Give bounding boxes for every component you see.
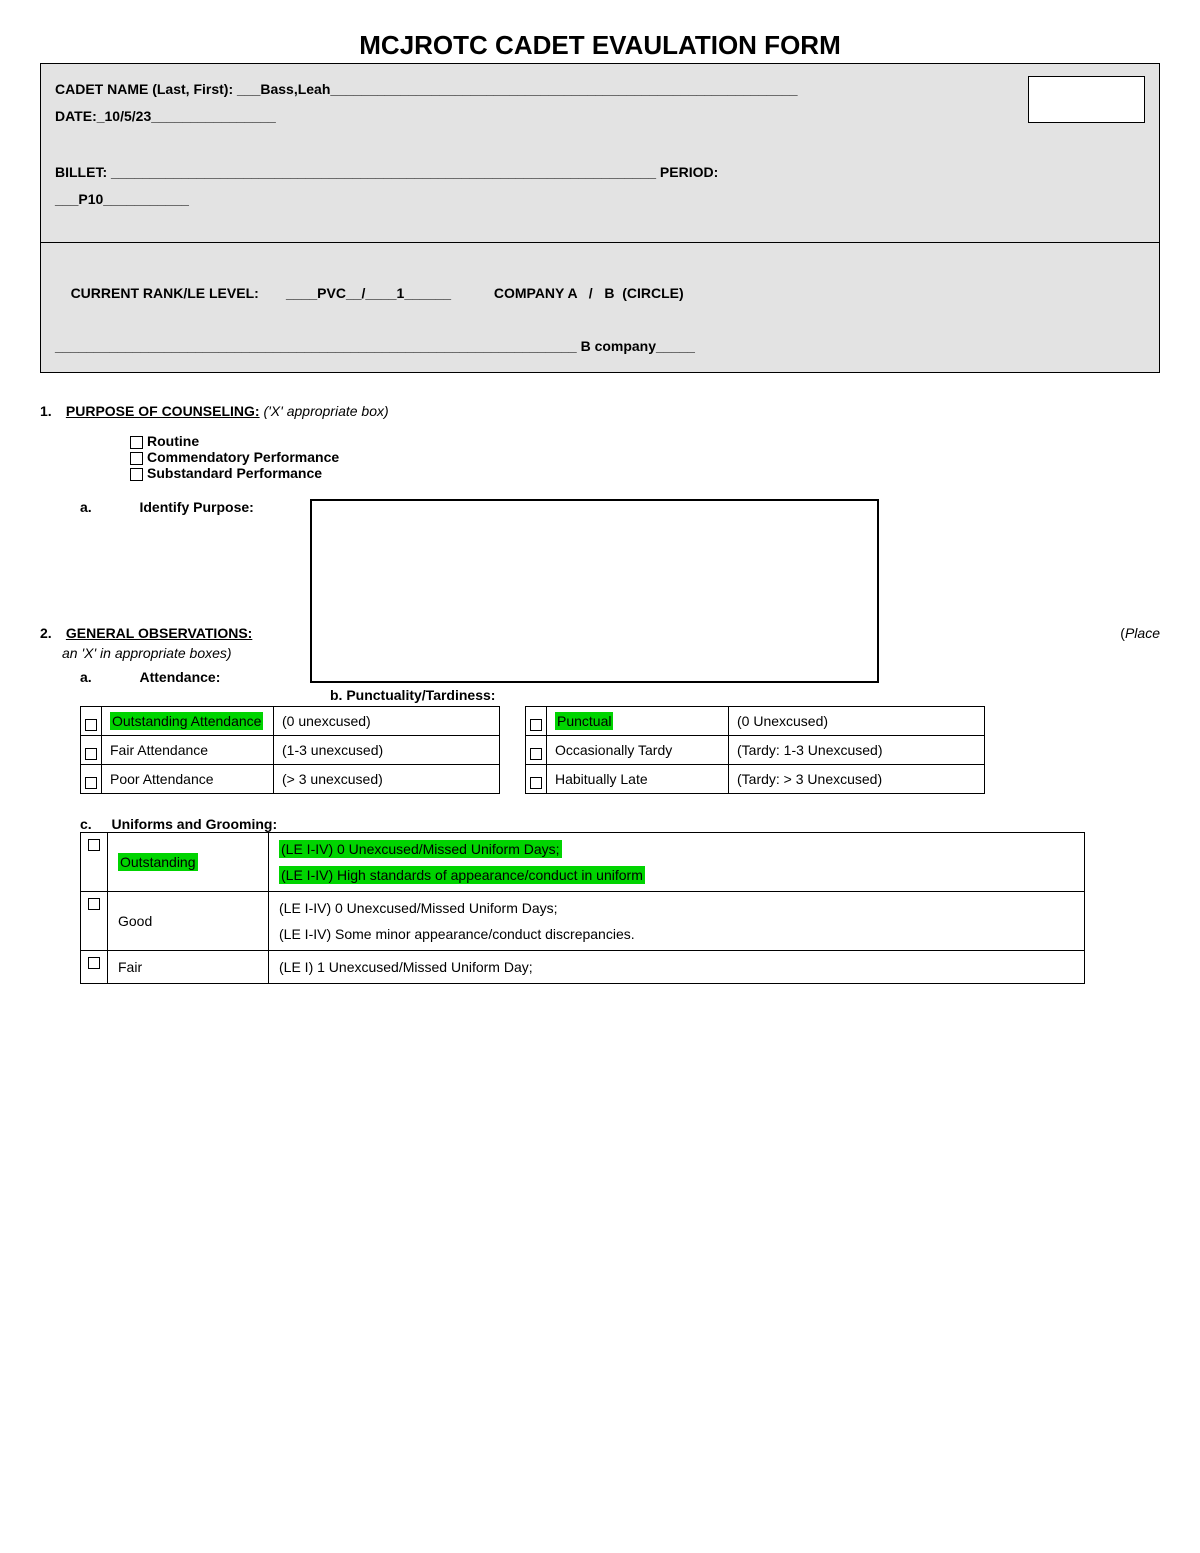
- table-row: Poor Attendance (> 3 unexcused): [81, 764, 500, 793]
- checkbox[interactable]: [88, 898, 100, 910]
- s1-options: Routine Commendatory Performance Substan…: [130, 433, 1160, 481]
- table-row: Outstanding (LE I-IV) 0 Unexcused/Missed…: [81, 832, 1085, 891]
- s2-hint-rest: an 'X' in appropriate boxes: [62, 645, 227, 661]
- billet-line: ________________________________________…: [107, 164, 660, 180]
- checkbox-commendatory[interactable]: [130, 452, 143, 465]
- uni-1-line-1: (LE I-IV) Some minor appearance/conduct …: [279, 926, 635, 942]
- s2a-title: Attendance:: [139, 669, 220, 685]
- checkbox[interactable]: [85, 748, 97, 760]
- rank-value: ____PVC__/____1______: [259, 285, 451, 301]
- s2-num: 2.: [40, 625, 62, 641]
- att-1-label: Fair Attendance: [110, 742, 208, 758]
- table-row: Good (LE I-IV) 0 Unexcused/Missed Unifor…: [81, 891, 1085, 950]
- att-1-desc: (1-3 unexcused): [274, 735, 500, 764]
- uni-2-rating: Fair: [118, 959, 142, 975]
- table-row: Outstanding Attendance (0 unexcused): [81, 706, 500, 735]
- uni-2-line-0: (LE I) 1 Unexcused/Missed Uniform Day;: [279, 959, 533, 975]
- pun-0-desc: (0 Unexcused): [729, 706, 985, 735]
- section1: 1. PURPOSE OF COUNSELING: ('X' appropria…: [40, 403, 1160, 419]
- opt-1: Commendatory Performance: [147, 449, 339, 465]
- checkbox-substandard[interactable]: [130, 468, 143, 481]
- s1a-label: a.: [80, 499, 92, 515]
- att-2-desc: (> 3 unexcused): [274, 764, 500, 793]
- s1-title: PURPOSE OF COUNSELING:: [66, 403, 260, 419]
- s2-title: GENERAL OBSERVATIONS:: [66, 625, 252, 641]
- pun-1-desc: (Tardy: 1-3 Unexcused): [729, 735, 985, 764]
- table-row: Occasionally Tardy (Tardy: 1-3 Unexcused…: [526, 735, 985, 764]
- table-row: Punctual (0 Unexcused): [526, 706, 985, 735]
- attendance-table: Outstanding Attendance (0 unexcused) Fai…: [80, 706, 500, 794]
- punctuality-table: Punctual (0 Unexcused) Occasionally Tard…: [525, 706, 985, 794]
- table-row: Habitually Late (Tardy: > 3 Unexcused): [526, 764, 985, 793]
- s2c-label: c.: [80, 816, 92, 832]
- s1a-title: Identify Purpose:: [139, 499, 253, 515]
- s2c-title: Uniforms and Grooming:: [111, 816, 277, 832]
- s2-hint-place: Place: [1125, 625, 1160, 641]
- table-row: Fair Attendance (1-3 unexcused): [81, 735, 500, 764]
- att-0-desc: (0 unexcused): [274, 706, 500, 735]
- checkbox[interactable]: [530, 777, 542, 789]
- att-2-label: Poor Attendance: [110, 771, 214, 787]
- company-line: ________________________________________…: [55, 338, 581, 354]
- checkbox[interactable]: [530, 748, 542, 760]
- opt-2: Substandard Performance: [147, 465, 322, 481]
- checkbox-routine[interactable]: [130, 436, 143, 449]
- company-value: B company_____: [581, 338, 695, 354]
- uni-0-line-1: (LE I-IV) High standards of appearance/c…: [279, 866, 645, 884]
- form-title: MCJROTC CADET EVAULATION FORM: [40, 30, 1160, 61]
- att-0-label: Outstanding Attendance: [110, 712, 263, 730]
- checkbox[interactable]: [85, 777, 97, 789]
- period-value: ___P10___________: [55, 191, 189, 207]
- pun-0-label: Punctual: [555, 712, 613, 730]
- uniforms-table: Outstanding (LE I-IV) 0 Unexcused/Missed…: [80, 832, 1085, 984]
- date-label: DATE:: [55, 108, 97, 124]
- uni-1-rating: Good: [118, 913, 152, 929]
- uni-0-rating: Outstanding: [118, 853, 198, 871]
- pun-1-label: Occasionally Tardy: [555, 742, 672, 758]
- checkbox[interactable]: [88, 957, 100, 969]
- photo-box: [1028, 76, 1145, 123]
- company-label: COMPANY A / B (CIRCLE): [451, 285, 684, 301]
- s1-num: 1.: [40, 403, 62, 419]
- uni-1-line-0: (LE I-IV) 0 Unexcused/Missed Uniform Day…: [279, 900, 558, 916]
- pun-2-label: Habitually Late: [555, 771, 648, 787]
- name-trail: ________________________________________…: [330, 81, 797, 97]
- s2-hint-close: ): [227, 645, 232, 661]
- uni-0-line-0: (LE I-IV) 0 Unexcused/Missed Uniform Day…: [279, 840, 562, 858]
- checkbox[interactable]: [88, 839, 100, 851]
- table-row: Fair (LE I) 1 Unexcused/Missed Uniform D…: [81, 950, 1085, 983]
- date-value: _10/5/23________________: [97, 108, 276, 124]
- header-box: CADET NAME (Last, First): ___Bass,Leah__…: [40, 63, 1160, 373]
- opt-0: Routine: [147, 433, 199, 449]
- period-label: PERIOD:: [660, 164, 718, 180]
- name-label: CADET NAME (Last, First): ___: [55, 81, 260, 97]
- billet-label: BILLET:: [55, 164, 107, 180]
- checkbox[interactable]: [530, 719, 542, 731]
- pun-2-desc: (Tardy: > 3 Unexcused): [729, 764, 985, 793]
- s2a-label: a.: [80, 669, 92, 685]
- s1-hint: ('X' appropriate box): [263, 403, 388, 419]
- rank-label: CURRENT RANK/LE LEVEL:: [71, 285, 259, 301]
- checkbox[interactable]: [85, 719, 97, 731]
- name-value: Bass,Leah: [260, 81, 330, 97]
- s2b-title: b. Punctuality/Tardiness:: [330, 687, 495, 703]
- purpose-textbox[interactable]: [310, 499, 879, 683]
